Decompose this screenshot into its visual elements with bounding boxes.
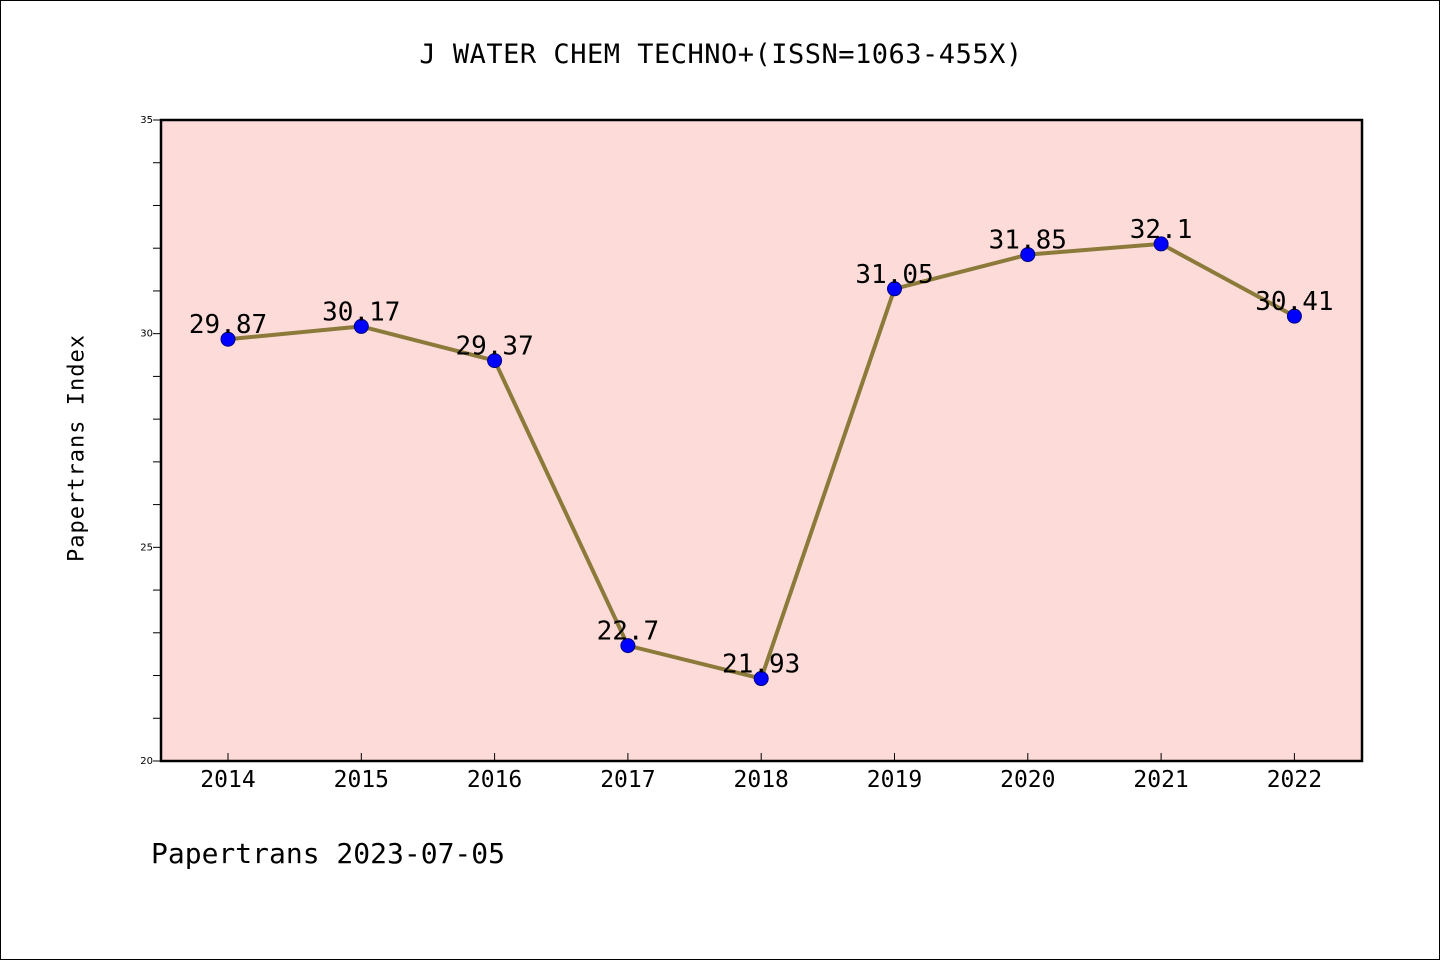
x-tick-label: 2022 — [1267, 767, 1322, 793]
data-point — [887, 281, 902, 297]
x-tick-label: 2020 — [1000, 767, 1055, 793]
data-point — [753, 671, 769, 687]
data-label: 21.93 — [722, 650, 800, 680]
x-tick-label: 2014 — [200, 767, 255, 793]
data-point — [220, 331, 236, 347]
plot-border — [159, 118, 1364, 763]
data-point — [1286, 308, 1302, 324]
x-tick-label: 2018 — [734, 767, 789, 793]
data-point — [1020, 247, 1036, 263]
x-tick-label: 2021 — [1133, 767, 1188, 793]
data-label: 30.41 — [1255, 287, 1333, 317]
data-label: 32.1 — [1130, 215, 1193, 245]
y-tick-label: 30 — [140, 329, 153, 340]
x-tick-label: 2015 — [334, 767, 389, 793]
data-point — [353, 318, 369, 334]
data-point — [487, 353, 503, 369]
data-label: 29.87 — [189, 310, 267, 340]
x-tick-label: 2016 — [467, 767, 522, 793]
data-label: 22.7 — [597, 617, 660, 647]
data-label: 30.17 — [322, 297, 400, 327]
data-label: 31.85 — [989, 226, 1067, 256]
data-point — [620, 638, 636, 654]
y-tick-label: 35 — [140, 115, 153, 126]
data-label: 31.05 — [855, 260, 933, 290]
y-tick-label: 25 — [140, 542, 153, 553]
data-point — [1153, 236, 1169, 252]
y-tick-label: 20 — [140, 756, 153, 767]
x-tick-label: 2017 — [600, 767, 655, 793]
plot-area — [161, 120, 1362, 761]
chart-title: J WATER CHEM TECHNO+(ISSN=1063-455X) — [419, 39, 1023, 70]
footer-date: Papertrans 2023-07-05 — [151, 837, 506, 870]
x-tick-label: 2019 — [867, 767, 922, 793]
data-label: 29.37 — [455, 332, 533, 362]
